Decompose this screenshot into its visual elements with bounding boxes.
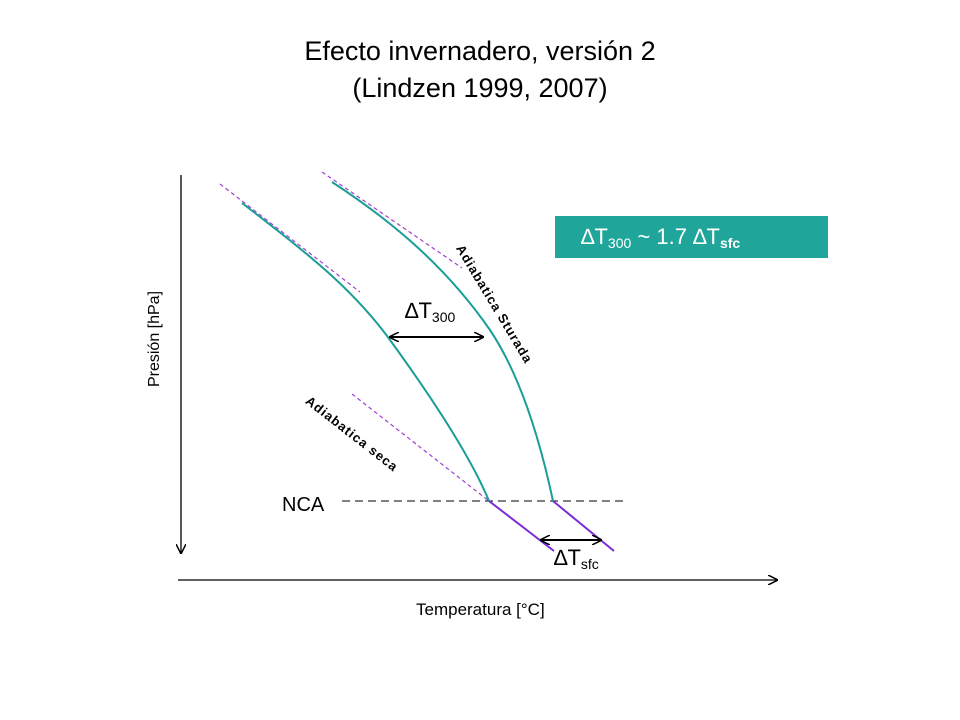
formula-lhs-subscript: 300: [607, 235, 632, 251]
formula-delta-rhs: ∆T: [693, 224, 720, 249]
formula-operator: ~ 1.7: [637, 224, 687, 249]
left-surface-segment: [488, 500, 555, 552]
dry-adiabat-guide: [351, 393, 490, 502]
delta-symbol: ∆T: [405, 298, 432, 323]
delta-tsfc-subscript: sfc: [580, 556, 599, 572]
formula-text: ∆T300 ~ 1.7 ∆Tsfc: [581, 216, 740, 260]
delta-t300-label: ∆T300: [405, 298, 456, 325]
formula-delta-lhs: ∆T: [581, 224, 608, 249]
y-axis-label: Presión [hPa]: [146, 290, 163, 388]
formula-rhs-subscript: sfc: [719, 235, 741, 251]
upper-right-guide: [321, 171, 463, 269]
right-surface-segment: [552, 500, 615, 552]
upper-left-guide: [219, 183, 361, 293]
right-profile-curve: [331, 181, 554, 502]
left-profile-curve: [241, 202, 490, 502]
delta-tsfc-label: ∆Tsfc: [554, 545, 599, 572]
title-line-2: (Lindzen 1999, 2007): [352, 73, 608, 103]
delta-symbol: ∆T: [554, 545, 581, 570]
formula-box: ∆T300 ~ 1.7 ∆Tsfc: [555, 216, 828, 258]
x-axis-label: Temperatura [°C]: [416, 600, 545, 619]
delta-t300-subscript: 300: [431, 309, 456, 325]
nca-label: NCA: [282, 494, 325, 516]
title-line-1: Efecto invernadero, versión 2: [304, 36, 656, 66]
